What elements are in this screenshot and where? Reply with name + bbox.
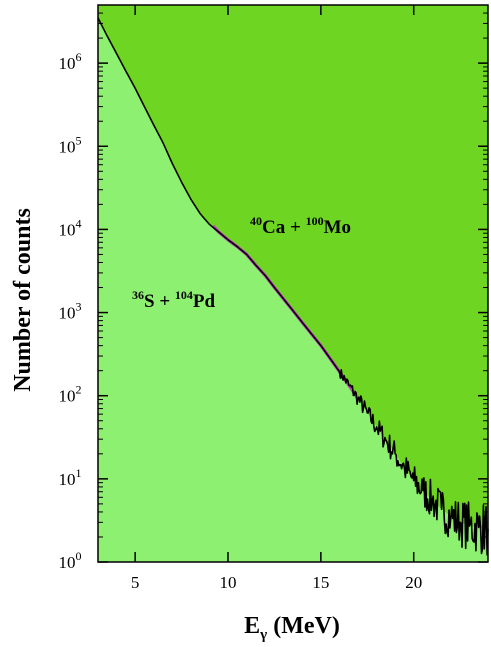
x-tick-label: 10 xyxy=(220,573,237,592)
upper-region-fill xyxy=(98,5,488,529)
y-axis-ticks: 100 101 102 103 104 105 106 xyxy=(59,4,488,572)
annotation-ca-mo: 40Ca + 100Mo xyxy=(250,214,351,238)
y-tick-label: 105 xyxy=(59,133,82,156)
x-tick-label: 15 xyxy=(312,573,329,592)
series-line-black xyxy=(97,17,489,556)
y-tick-label: 101 xyxy=(59,466,82,489)
x-tick-label: 20 xyxy=(405,573,422,592)
x-axis-ticks: 5 10 15 20 xyxy=(131,5,422,592)
x-axis-title: Eγ (MeV) xyxy=(244,613,340,643)
plot-area xyxy=(97,4,489,563)
series-layer xyxy=(97,17,489,556)
y-tick-label: 103 xyxy=(59,300,82,323)
y-tick-label: 102 xyxy=(59,383,82,406)
x-tick-label: 5 xyxy=(131,573,140,592)
lower-region-fill xyxy=(98,17,488,563)
y-tick-label: 106 xyxy=(59,50,82,73)
y-axis-title: Number of counts xyxy=(10,208,36,392)
annotation-s-pd: 36S + 104Pd xyxy=(132,288,216,312)
y-tick-label: 104 xyxy=(59,216,82,239)
plot-frame xyxy=(97,4,489,563)
y-tick-label: 100 xyxy=(59,549,82,572)
